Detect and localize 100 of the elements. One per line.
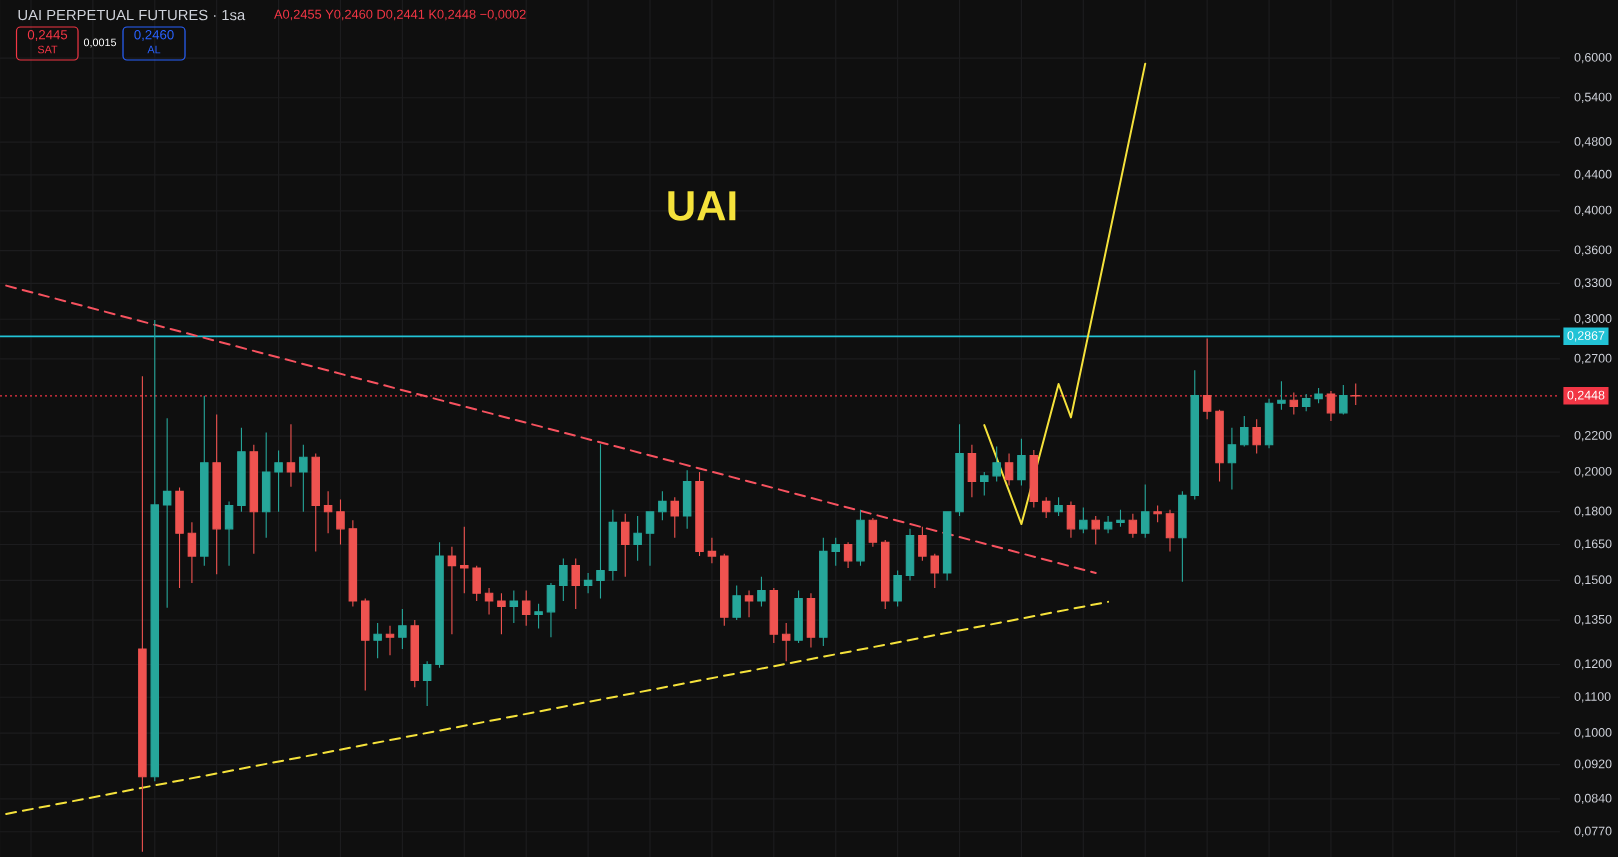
y-tick-label: 0,6000 xyxy=(1574,52,1612,64)
candlestick xyxy=(497,592,506,635)
candlestick xyxy=(1190,369,1200,500)
candlestick xyxy=(1004,453,1014,487)
candlestick xyxy=(918,526,927,562)
candlestick xyxy=(1326,390,1336,422)
candlestick xyxy=(138,375,147,853)
candlestick xyxy=(744,590,754,618)
annotation: AL xyxy=(147,45,161,54)
candlestick xyxy=(435,541,444,669)
y-tick-label: 0,1650 xyxy=(1574,539,1612,550)
annotation: UAI xyxy=(668,191,736,221)
candlestick xyxy=(162,417,172,609)
candlestick xyxy=(422,660,432,707)
y-tick-label: 0,3300 xyxy=(1574,278,1612,289)
candlestick xyxy=(868,517,878,548)
candlestick xyxy=(732,584,741,621)
candlestick xyxy=(1140,483,1150,539)
candlestick xyxy=(373,622,382,659)
candlestick xyxy=(1202,338,1212,420)
candlestick xyxy=(967,444,977,498)
candlestick xyxy=(1017,438,1026,487)
candlestick xyxy=(658,490,667,521)
candlestick xyxy=(720,553,729,627)
candlestick xyxy=(880,539,890,610)
y-tick-label: 0,3600 xyxy=(1574,245,1612,256)
y-tick-label: 0,1350 xyxy=(1574,614,1612,626)
candlestick xyxy=(1091,515,1100,546)
candlestick xyxy=(1227,427,1237,490)
candlestick xyxy=(955,423,964,517)
y-tick-label: 0,1800 xyxy=(1574,506,1612,517)
candlestick xyxy=(1240,415,1249,448)
text: UAI PERPETUAL FUTURES · 1sa xyxy=(18,9,246,21)
ref-line-label: 0,2448 xyxy=(1567,390,1605,401)
candlestick xyxy=(261,431,271,539)
candlestick xyxy=(819,537,828,647)
candlestick xyxy=(670,496,680,539)
ref-line-label: 0,2867 xyxy=(1567,331,1605,342)
candlestick xyxy=(224,500,234,567)
candlestick xyxy=(682,469,692,530)
line-series xyxy=(983,62,1147,526)
candlestick xyxy=(472,565,481,602)
y-tick-label: 0,3000 xyxy=(1574,314,1612,325)
candlestick xyxy=(980,471,989,496)
y-tick-label: 0,2000 xyxy=(1574,466,1612,478)
candlestick xyxy=(187,521,197,584)
candlestick xyxy=(1178,490,1187,583)
y-tick-label: 0,4800 xyxy=(1574,137,1612,148)
candlestick xyxy=(695,471,704,557)
candlestick xyxy=(1339,384,1348,416)
candlestick xyxy=(1277,380,1286,411)
y-tick-label: 0,0840 xyxy=(1574,793,1612,805)
candlestick xyxy=(1029,449,1039,509)
candlestick xyxy=(583,572,593,594)
candlestick xyxy=(1079,507,1088,534)
candlestick xyxy=(992,445,1001,483)
candlestick xyxy=(794,590,803,644)
candlestick xyxy=(348,519,358,607)
candlestick xyxy=(831,537,840,567)
candlestick xyxy=(596,443,605,599)
candlestick xyxy=(447,546,457,635)
text: A0,2455 Y0,2460 D0,2441 K0,2448 −0,0002 xyxy=(274,9,526,21)
candlestick xyxy=(633,515,642,562)
candlestick xyxy=(757,576,766,607)
candlestick xyxy=(175,486,184,589)
candlestick xyxy=(546,582,556,638)
candlestick xyxy=(856,509,865,567)
y-tick-label: 0,2200 xyxy=(1574,430,1612,442)
candlestick xyxy=(781,622,791,662)
candlestick xyxy=(1103,515,1113,534)
candlestick xyxy=(534,603,543,630)
candlestick xyxy=(905,528,915,581)
candlestick xyxy=(1289,391,1299,416)
y-tick-label: 0,4000 xyxy=(1574,205,1612,216)
candlestick xyxy=(336,498,345,546)
candlestick xyxy=(460,526,469,594)
candlestick xyxy=(843,541,853,569)
candlestick xyxy=(249,444,259,555)
candlestick xyxy=(150,319,160,782)
candlestick xyxy=(360,597,370,692)
candlestick xyxy=(620,513,630,578)
y-tick-label: 0,1000 xyxy=(1574,728,1612,739)
candlestick xyxy=(1041,496,1051,519)
candlestick xyxy=(1301,393,1311,412)
candlestick xyxy=(1314,387,1323,404)
annotation: 0,2445 xyxy=(27,30,68,41)
candlestick xyxy=(237,427,246,513)
candlestick xyxy=(571,557,580,610)
candlestick xyxy=(1165,509,1175,552)
candlestick xyxy=(410,619,420,688)
candlestick xyxy=(608,509,618,581)
y-tick-label: 0,1200 xyxy=(1574,659,1612,670)
candlestick xyxy=(509,590,519,624)
candlestick xyxy=(274,450,283,513)
y-tick-label: 0,4400 xyxy=(1574,169,1612,181)
candlestick xyxy=(299,444,308,513)
candlestick xyxy=(707,537,717,564)
candlestick xyxy=(930,553,940,589)
candlestick xyxy=(942,511,952,581)
candlestick xyxy=(212,413,221,575)
